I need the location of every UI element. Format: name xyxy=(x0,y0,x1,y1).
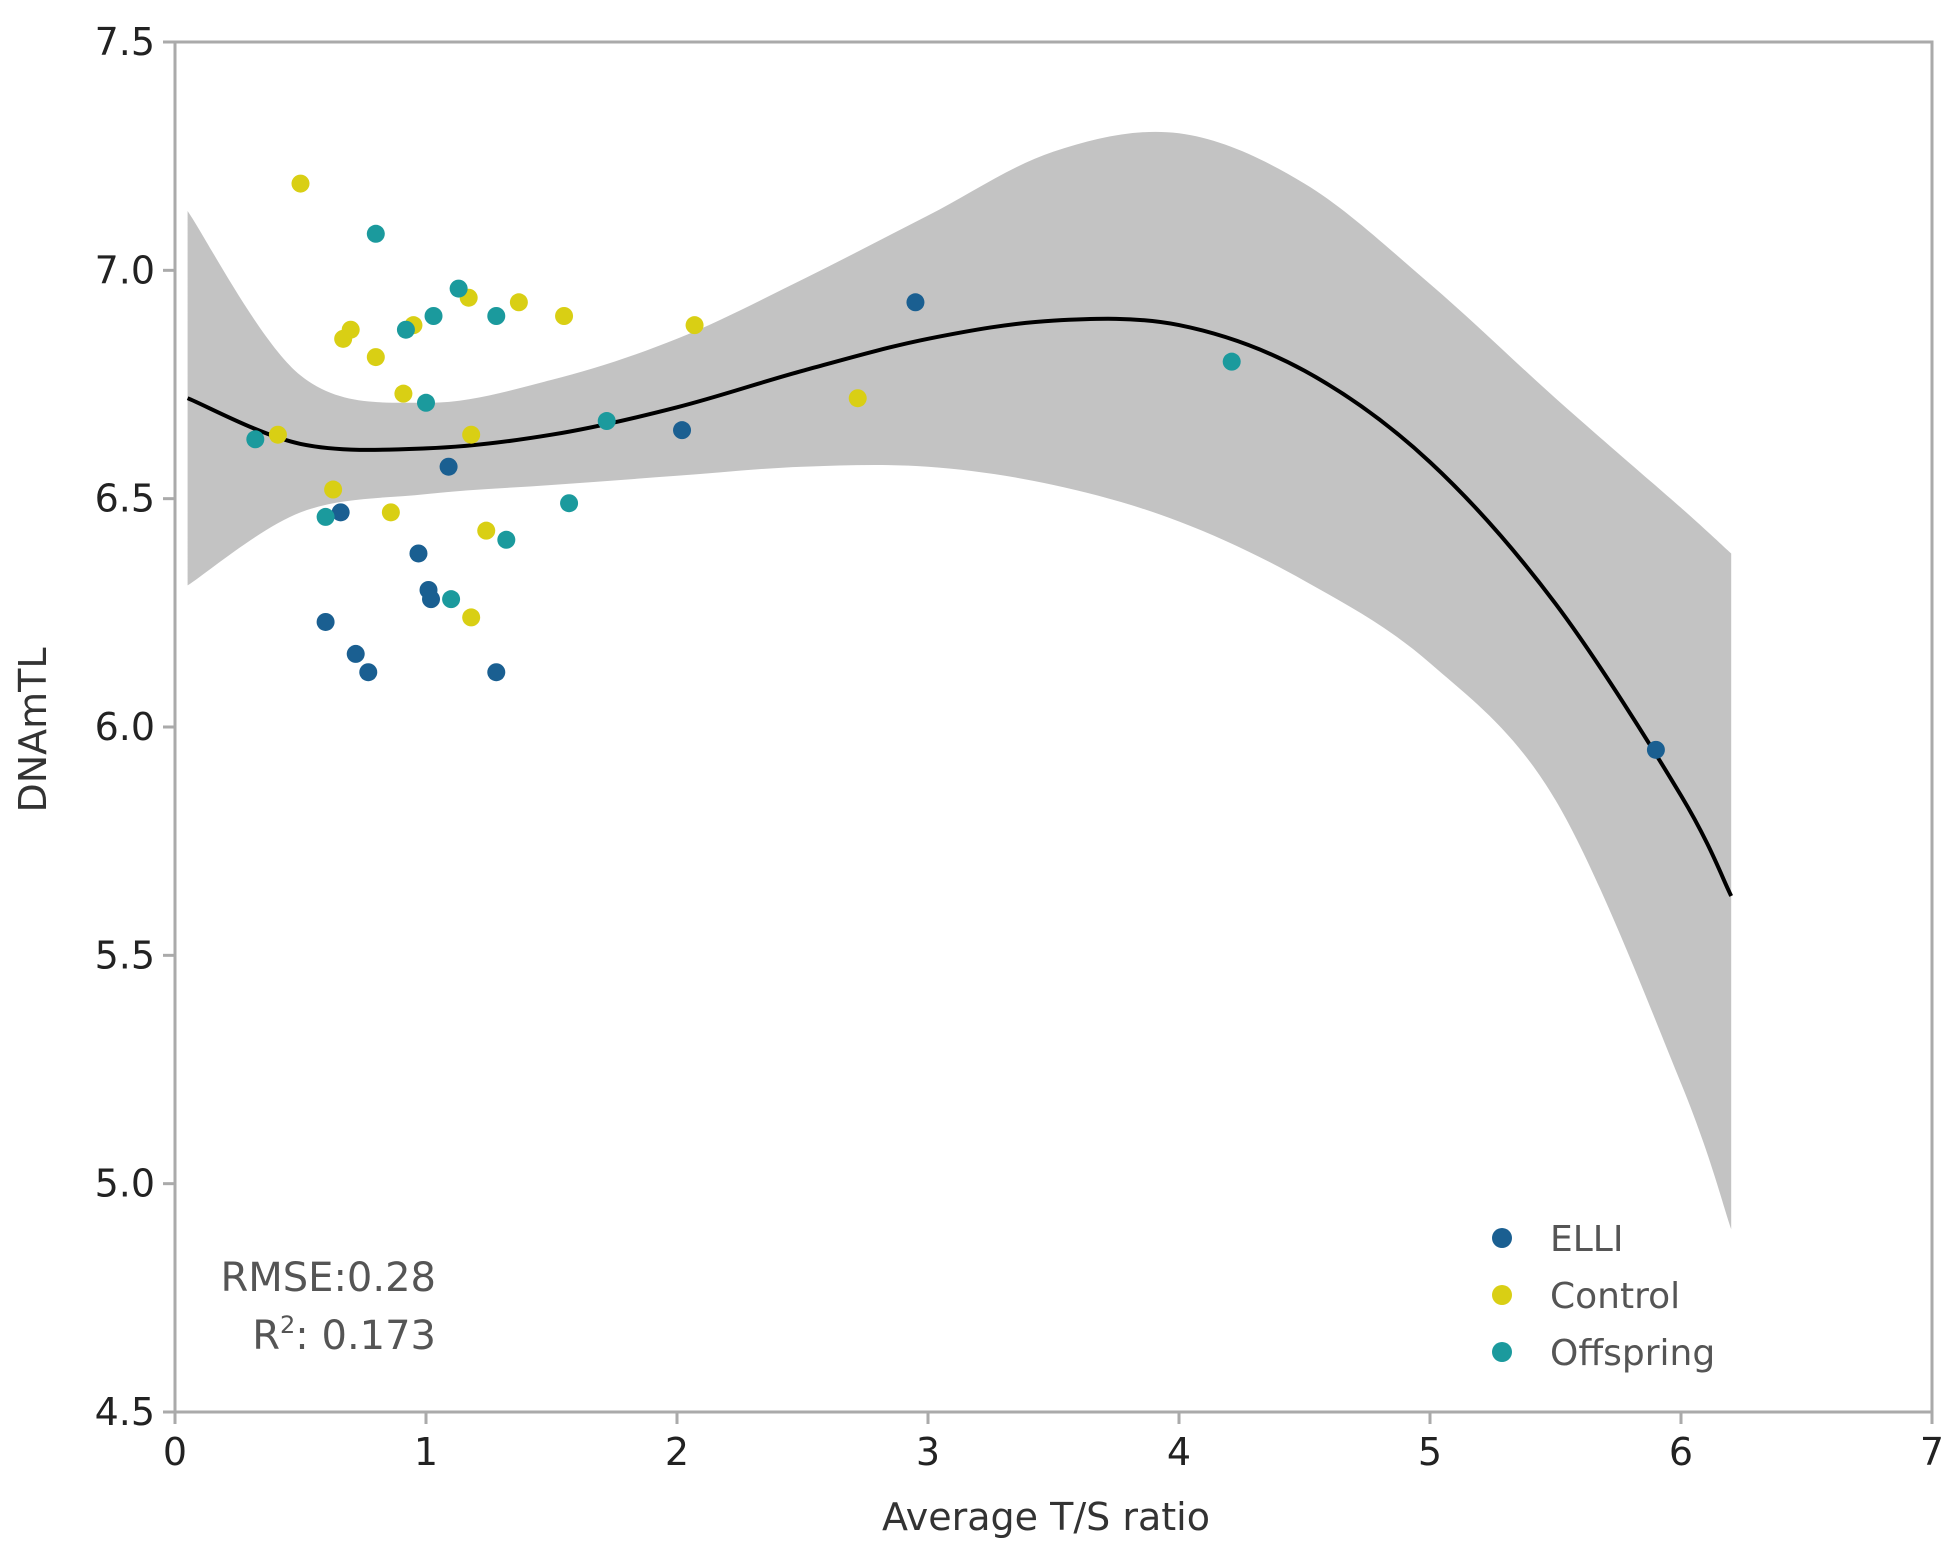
x-tick-label: 0 xyxy=(163,1430,187,1474)
y-axis-title: DNAmTL xyxy=(11,647,55,812)
data-point-elli xyxy=(331,503,350,522)
data-point-control xyxy=(848,389,867,408)
data-point-elli xyxy=(1646,740,1665,759)
y-tick-label: 6.0 xyxy=(95,705,155,749)
data-point-elli xyxy=(316,612,335,631)
y-tick-label: 7.0 xyxy=(95,248,155,292)
data-point-elli xyxy=(673,421,692,440)
data-point-offspring xyxy=(366,224,385,243)
x-tick-label: 5 xyxy=(1418,1430,1442,1474)
x-tick-label: 1 xyxy=(414,1430,438,1474)
data-point-offspring xyxy=(1222,352,1241,371)
data-point-offspring xyxy=(597,412,616,431)
data-point-offspring xyxy=(417,393,435,412)
r-squared-superscript: 2 xyxy=(280,1311,295,1339)
data-point-control xyxy=(555,307,574,325)
data-point-elli xyxy=(346,644,365,663)
data-point-control xyxy=(366,348,385,367)
data-point-control xyxy=(324,480,343,499)
rmse-label: RMSE:0.28 xyxy=(220,1255,436,1301)
data-point-control xyxy=(341,320,360,339)
data-point-control xyxy=(462,608,481,627)
data-point-control xyxy=(268,425,287,444)
y-tick-label: 6.5 xyxy=(95,477,155,521)
data-point-control xyxy=(381,503,400,522)
data-point-offspring xyxy=(560,494,579,513)
data-point-elli xyxy=(422,590,441,609)
x-axis-title: Average T/S ratio xyxy=(882,1495,1210,1539)
legend-marker-control xyxy=(1492,1285,1512,1305)
data-point-control xyxy=(509,293,528,312)
data-point-control xyxy=(477,521,496,540)
legend-label-control: Control xyxy=(1550,1276,1680,1317)
r-squared-label: R2: 0.173 xyxy=(252,1311,436,1359)
legend-marker-elli xyxy=(1492,1228,1512,1248)
y-tick-label: 4.5 xyxy=(95,1390,155,1434)
x-tick-label: 2 xyxy=(665,1430,689,1474)
legend: ELLI Control Offspring xyxy=(1492,1219,1715,1374)
fit-curve xyxy=(186,316,1733,897)
data-point-control xyxy=(685,316,704,335)
legend-label-elli: ELLI xyxy=(1550,1219,1623,1260)
data-point-offspring xyxy=(396,320,415,339)
axes: 0 1 2 3 4 5 6 7 4.5 5.0 5.5 6.0 6.5 7.0 7.5 xyxy=(95,20,1945,1474)
data-point-offspring xyxy=(246,430,265,449)
data-point-offspring xyxy=(449,279,468,298)
data-point-elli xyxy=(359,663,378,682)
r-squared-value: : 0.173 xyxy=(295,1313,436,1359)
legend-label-offspring: Offspring xyxy=(1550,1333,1715,1374)
x-tick-label: 3 xyxy=(916,1430,940,1474)
data-point-offspring xyxy=(497,530,516,549)
r-squared-symbol: R xyxy=(252,1313,280,1359)
data-point-offspring xyxy=(487,307,506,325)
x-tick-label: 6 xyxy=(1669,1430,1693,1474)
data-point-offspring xyxy=(424,307,443,325)
fit-curve-line xyxy=(186,316,1733,897)
data-point-offspring xyxy=(442,590,461,609)
legend-marker-offspring xyxy=(1492,1342,1512,1362)
data-point-control xyxy=(462,425,481,444)
confidence-band xyxy=(187,131,1732,1230)
data-point-elli xyxy=(409,544,428,563)
data-point-offspring xyxy=(316,507,335,526)
y-tick-label: 5.0 xyxy=(95,1162,155,1206)
confidence-band-area xyxy=(187,131,1732,1230)
x-tick-label: 4 xyxy=(1167,1430,1191,1474)
data-points xyxy=(246,174,1665,759)
data-point-control xyxy=(291,174,310,193)
y-tick-label: 5.5 xyxy=(95,933,155,977)
data-point-elli xyxy=(439,457,458,476)
y-tick-label: 7.5 xyxy=(95,20,155,64)
data-point-elli xyxy=(906,293,925,312)
data-point-control xyxy=(394,384,413,403)
x-tick-label: 7 xyxy=(1920,1430,1944,1474)
data-point-elli xyxy=(487,663,506,682)
